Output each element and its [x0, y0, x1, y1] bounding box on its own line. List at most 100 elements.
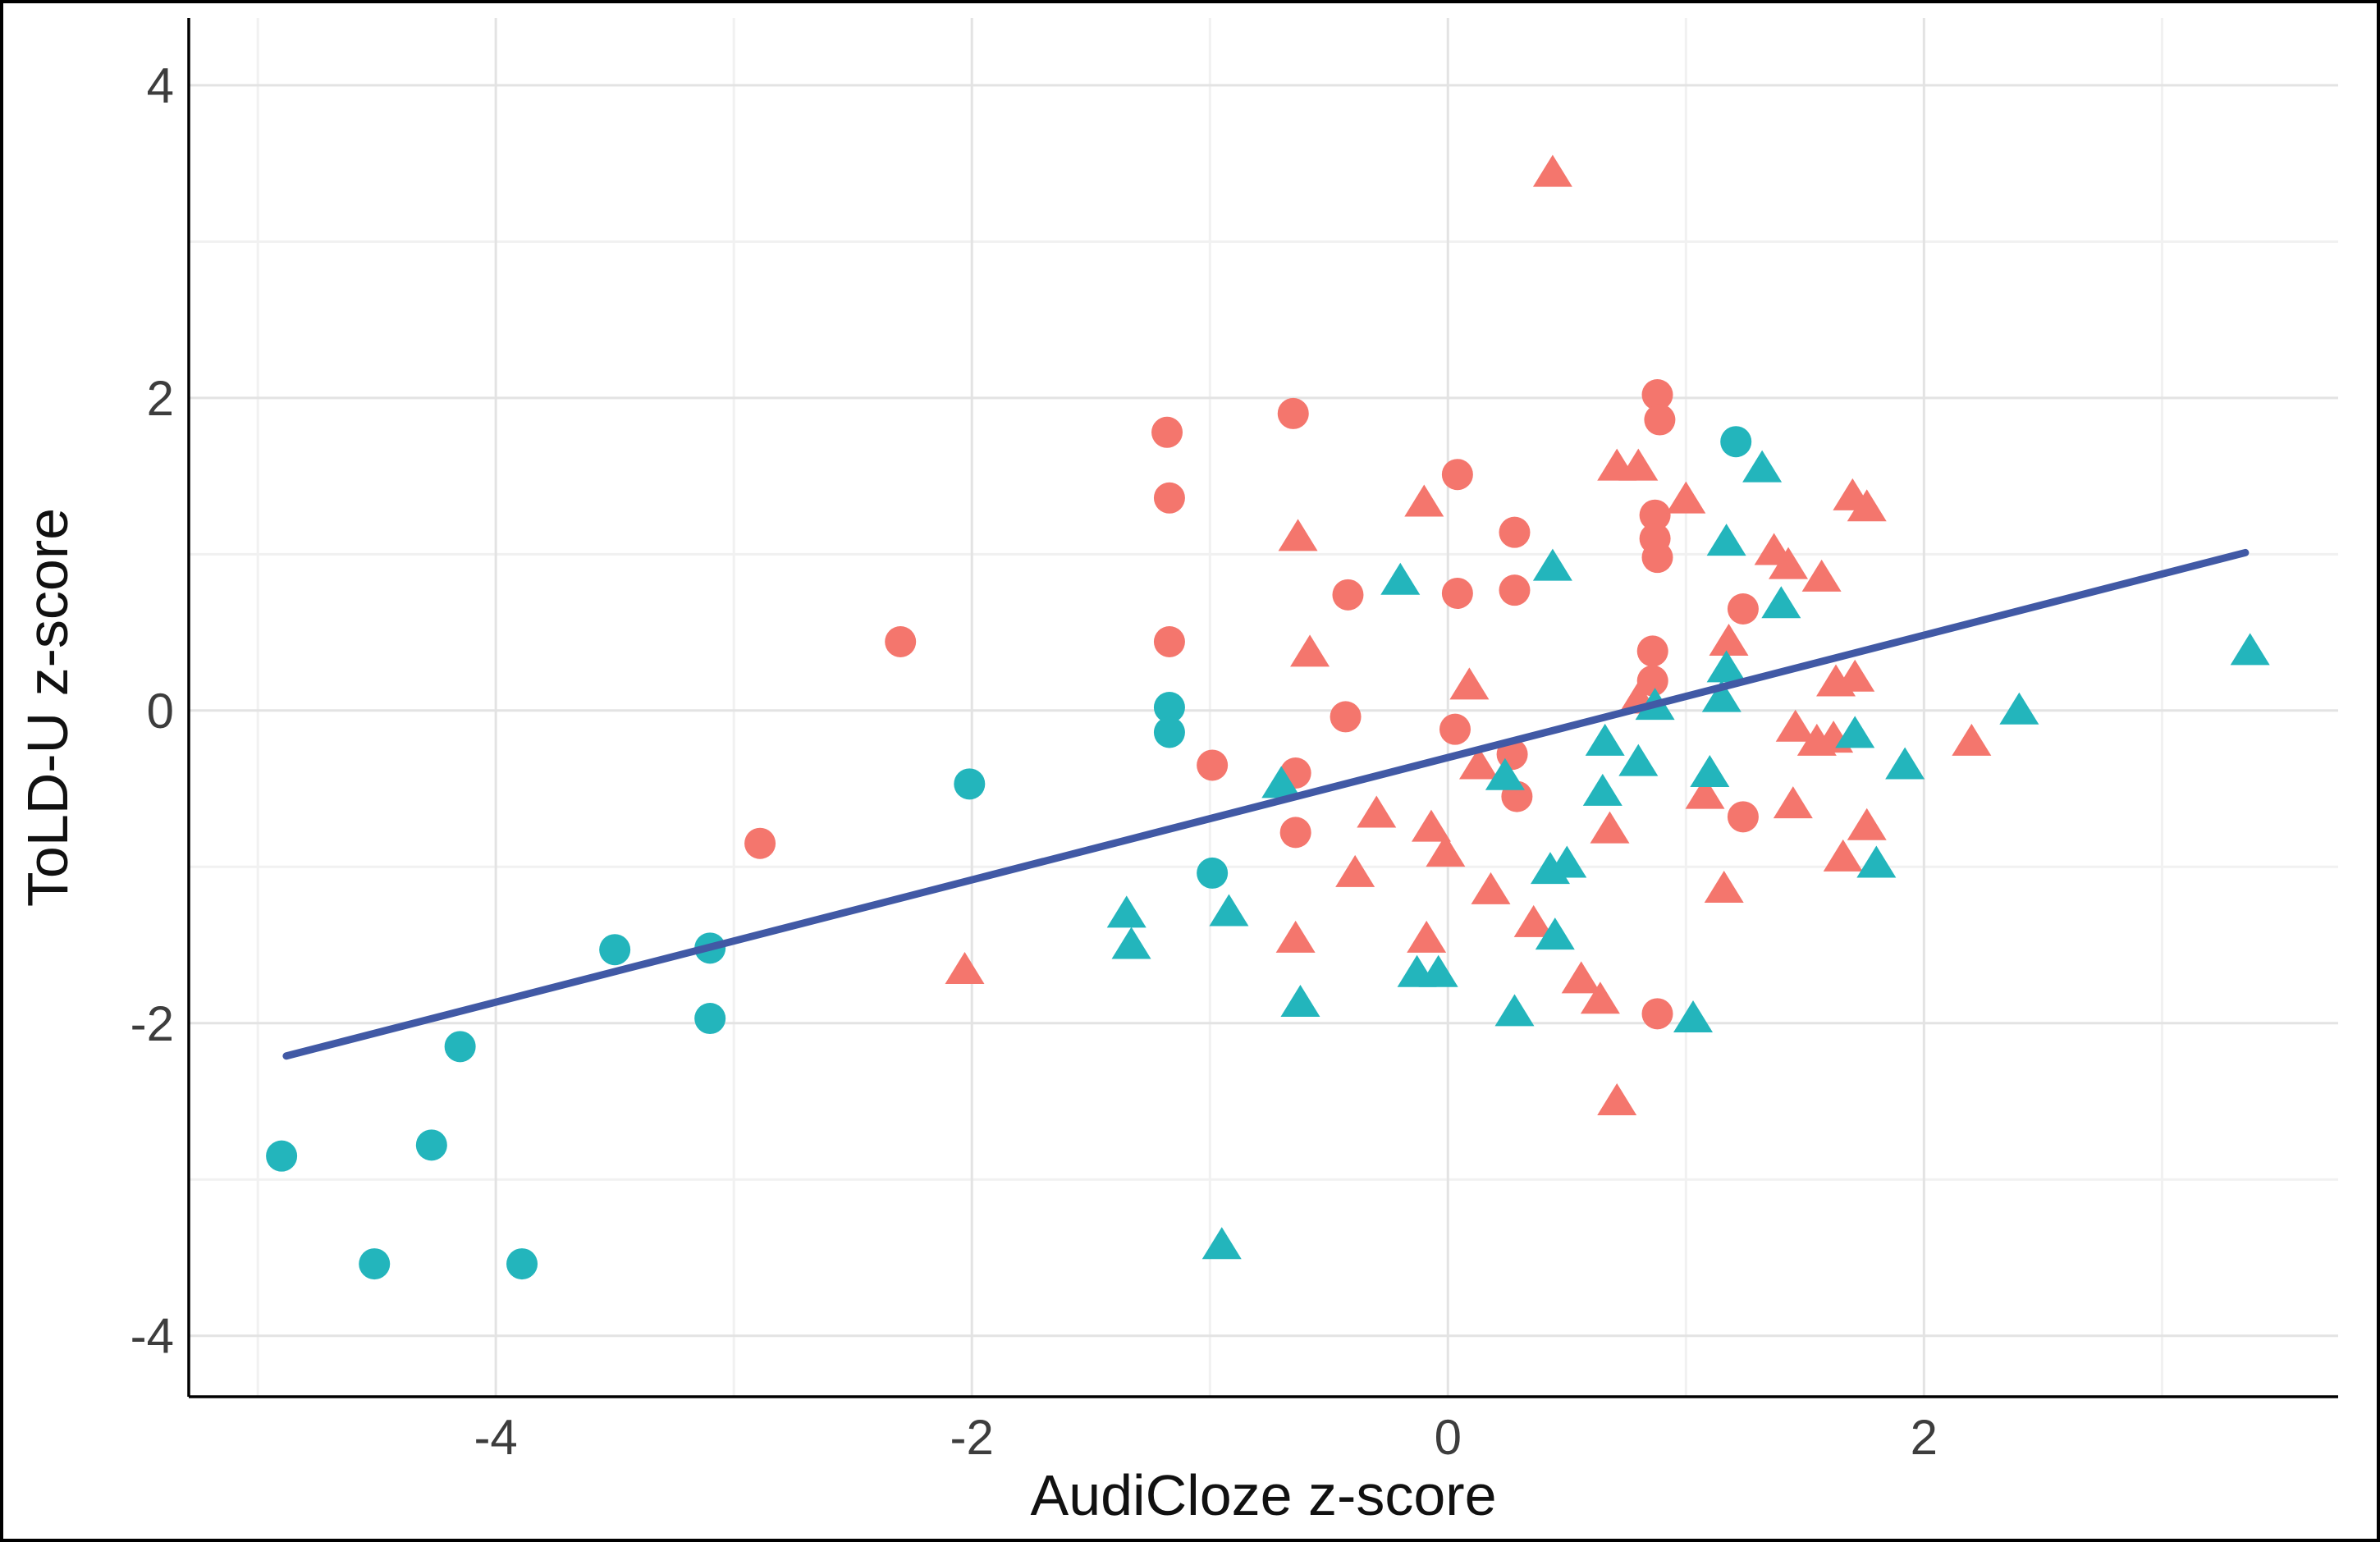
data-point-triangle — [1597, 1083, 1637, 1115]
data-point-circle — [506, 1248, 538, 1280]
data-point-triangle — [1666, 481, 1706, 514]
data-point-circle — [1197, 857, 1229, 889]
data-point-circle — [1153, 626, 1185, 657]
data-point-triangle — [1561, 961, 1601, 994]
data-point-circle — [1332, 579, 1364, 611]
y-tick-label: 0 — [147, 684, 174, 739]
data-point-triangle — [1590, 811, 1630, 844]
data-point-triangle — [1535, 917, 1575, 950]
data-point-triangle — [1201, 1227, 1242, 1260]
data-point-circle — [1330, 701, 1362, 733]
data-point-triangle — [945, 952, 985, 984]
data-point-circle — [1641, 379, 1673, 411]
data-point-circle — [1720, 426, 1752, 458]
data-point-triangle — [1485, 757, 1525, 790]
minor-gridlines — [189, 18, 2338, 1397]
data-point-triangle — [1290, 634, 1330, 667]
data-point-circle — [1277, 397, 1309, 429]
scatter-plot-canvas: -4 -2 0 2 4 2 0 -2 -4 AudiCloze z-score ToLD-U … — [16, 18, 2338, 1527]
data-point-triangle — [1582, 773, 1623, 806]
data-point-triangle — [1404, 484, 1444, 517]
data-point-triangle — [1407, 920, 1447, 953]
x-tick-label: -4 — [474, 1410, 517, 1465]
data-point-triangle — [1449, 667, 1490, 700]
data-point-triangle — [1847, 808, 1887, 840]
data-point-circle — [1153, 482, 1185, 514]
data-point-circle — [599, 934, 631, 966]
data-point-circle — [1499, 516, 1531, 548]
data-point-triangle — [1999, 692, 2039, 725]
data-point-circle — [1151, 416, 1183, 448]
data-point-triangle — [1769, 547, 1809, 579]
data-point-circle — [1636, 635, 1668, 667]
y-tick-label: -2 — [130, 996, 174, 1051]
axis-lines — [187, 18, 2338, 1398]
x-axis-title: AudiCloze z-score — [1031, 1463, 1497, 1527]
y-tick-labels: 4 2 0 -2 -4 — [130, 58, 174, 1364]
data-points — [266, 154, 2270, 1280]
x-tick-label: 0 — [1435, 1410, 1462, 1465]
data-point-triangle — [1532, 154, 1572, 187]
data-point-circle — [954, 768, 986, 800]
data-point-triangle — [1513, 904, 1554, 937]
data-point-triangle — [1618, 448, 1659, 481]
y-tick-label: 4 — [147, 58, 174, 113]
data-point-circle — [1279, 817, 1311, 849]
data-point-circle — [885, 626, 917, 657]
data-point-circle — [744, 827, 776, 859]
data-point-triangle — [1458, 747, 1499, 780]
data-point-triangle — [1690, 755, 1730, 787]
data-point-triangle — [1847, 489, 1887, 522]
data-point-triangle — [1618, 744, 1659, 776]
data-point-triangle — [1280, 985, 1320, 1017]
x-tick-label: -2 — [950, 1410, 994, 1465]
y-tick-label: -4 — [130, 1309, 174, 1364]
data-point-circle — [444, 1031, 476, 1063]
data-point-triangle — [1111, 927, 1151, 959]
data-point-triangle — [1885, 747, 1925, 780]
data-point-triangle — [1580, 981, 1620, 1014]
data-point-triangle — [1704, 870, 1744, 903]
data-point-triangle — [1835, 716, 1875, 748]
data-point-circle — [1153, 716, 1185, 748]
data-point-circle — [359, 1248, 391, 1280]
data-point-triangle — [1106, 895, 1147, 928]
data-point-triangle — [1823, 839, 1863, 872]
data-point-circle — [694, 1003, 726, 1035]
data-point-triangle — [1209, 894, 1249, 927]
data-point-triangle — [1471, 872, 1511, 904]
data-point-triangle — [1261, 766, 1302, 798]
data-point-circle — [266, 1140, 298, 1172]
data-point-circle — [1636, 665, 1668, 697]
data-point-triangle — [1673, 1000, 1714, 1033]
data-point-circle — [1441, 577, 1473, 609]
data-point-circle — [1641, 998, 1673, 1030]
data-point-circle — [1499, 574, 1531, 606]
data-point-triangle — [1411, 809, 1451, 842]
y-axis-title: ToLD-U z-score — [16, 508, 80, 907]
data-point-triangle — [1278, 519, 1318, 551]
data-point-triangle — [1585, 723, 1625, 756]
data-point-triangle — [1547, 845, 1587, 878]
data-point-circle — [1644, 404, 1676, 436]
data-point-triangle — [1532, 548, 1572, 581]
data-point-triangle — [1418, 954, 1458, 987]
regression-line — [282, 548, 2250, 1060]
data-point-triangle — [1380, 562, 1421, 595]
regression-line-segment — [282, 548, 2250, 1060]
data-point-triangle — [1426, 835, 1466, 867]
data-point-circle — [415, 1129, 447, 1161]
data-point-circle — [1641, 542, 1673, 574]
data-point-triangle — [1706, 524, 1746, 556]
data-point-triangle — [1775, 709, 1815, 742]
data-point-triangle — [1952, 723, 1992, 756]
major-gridlines — [189, 18, 2338, 1397]
data-point-triangle — [1275, 920, 1316, 953]
data-point-circle — [1639, 499, 1671, 531]
x-tick-labels: -4 -2 0 2 — [474, 1410, 1938, 1465]
data-point-circle — [1727, 593, 1759, 625]
data-point-triangle — [1335, 854, 1375, 887]
data-point-circle — [1441, 459, 1473, 491]
data-point-triangle — [1701, 679, 1742, 712]
x-tick-label: 2 — [1911, 1410, 1938, 1465]
